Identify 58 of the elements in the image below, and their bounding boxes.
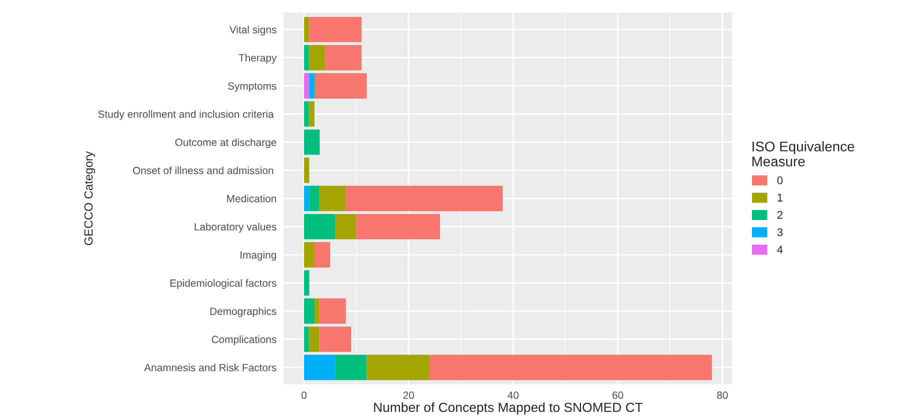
legend-label: 4 [777, 246, 783, 254]
bar [324, 44, 362, 70]
bar [320, 326, 352, 352]
bar [304, 44, 310, 70]
legend-label: 2 [777, 210, 782, 219]
y-tick-label: Anamnesis and Risk Factors [144, 364, 276, 372]
y-tick-label: Imaging [240, 250, 276, 261]
bar [309, 101, 314, 127]
x-tick-label: 0 [302, 392, 307, 399]
y-tick-label: Study enrollment and inclusion criteria [98, 110, 274, 120]
bar [314, 298, 320, 324]
y-axis-title: GECCO Category [84, 151, 96, 246]
bar [304, 158, 310, 183]
y-tick-label: Epidemiological factors [170, 279, 276, 289]
x-tick-label: 20 [403, 392, 414, 399]
y-tick-label: Onset of illness and admission [133, 166, 274, 174]
bar [304, 101, 310, 127]
bar [335, 354, 367, 380]
y-tick-label: Vital signs [229, 26, 276, 36]
y-tick-label: Symptoms [228, 82, 276, 92]
legend-label: 1 [778, 194, 783, 202]
x-axis-title: Number of Concepts Mapped to SNOMED CT [374, 402, 643, 415]
bar [304, 354, 336, 380]
bar [304, 73, 310, 98]
bar [314, 242, 330, 268]
bar [335, 214, 356, 240]
y-tick-label: Outcome at discharge [175, 138, 276, 148]
bar [304, 270, 310, 296]
bar [304, 129, 320, 155]
bar [320, 186, 346, 212]
y-tick-label: Demographics [210, 307, 276, 318]
bar [304, 186, 310, 212]
y-tick-label: Therapy [238, 54, 277, 64]
bar [304, 326, 310, 352]
legend-label: 3 [777, 228, 783, 236]
bar [309, 326, 320, 352]
bar [346, 186, 503, 212]
bar [320, 298, 346, 324]
bar [309, 73, 314, 98]
x-tick-label: 60 [612, 392, 624, 399]
bar [356, 214, 440, 240]
bar [304, 242, 314, 268]
x-tick-label: 40 [508, 392, 519, 399]
bar [314, 73, 367, 98]
bar [309, 186, 320, 212]
bar [309, 16, 362, 42]
bar [304, 16, 310, 42]
y-tick-label: Laboratory values [194, 222, 276, 233]
bar [430, 354, 712, 380]
legend-title: ISO Equivalence Measure [752, 141, 854, 166]
y-tick-label: Medication [227, 194, 276, 202]
bar [304, 298, 314, 324]
bar [366, 354, 430, 380]
y-tick-label: Complications [212, 335, 276, 346]
bar [304, 214, 336, 240]
x-tick-label: 80 [717, 392, 728, 399]
bar [309, 44, 325, 70]
legend-label: 0 [777, 176, 783, 184]
